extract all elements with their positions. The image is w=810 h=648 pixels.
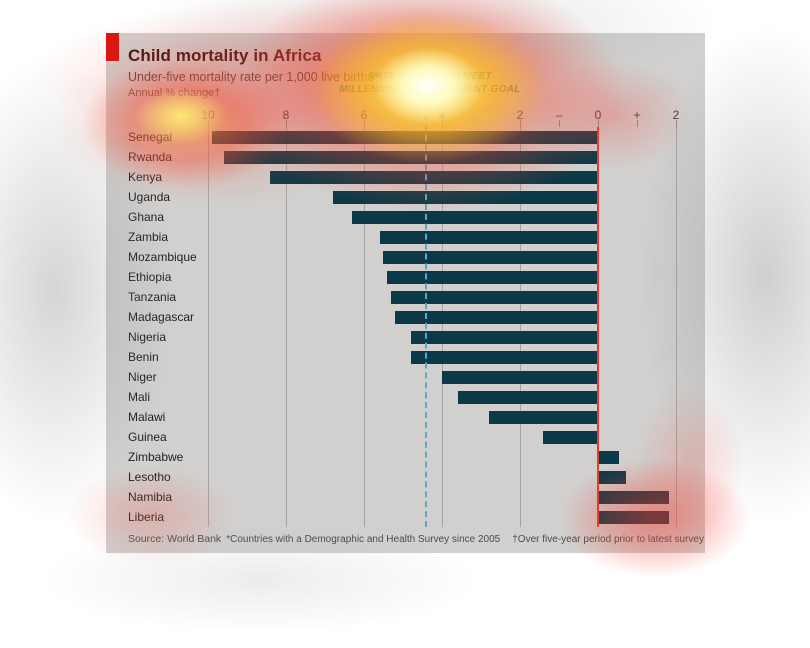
- country-label-namibia: Namibia: [128, 490, 173, 504]
- bar-niger: [442, 371, 598, 384]
- country-label-tanzania: Tanzania: [128, 290, 177, 304]
- bar-tanzania: [391, 291, 598, 304]
- bar-mozambique: [383, 251, 598, 264]
- source-note: Source: World Bank: [128, 533, 222, 545]
- gridline-6: [364, 127, 365, 527]
- plot-area: Senegal Rwanda Kenya Uganda Ghana Zambia Mozam…: [106, 33, 705, 553]
- gridline-2: [520, 127, 521, 527]
- country-label-ghana: Ghana: [128, 210, 165, 224]
- country-label-mali: Mali: [128, 390, 151, 404]
- footnote-period: †Over five-year period prior to latest s…: [512, 534, 704, 545]
- axis-tick-mark-2: [676, 120, 677, 127]
- bar-liberia: [599, 511, 669, 524]
- country-label-ethiopia: Ethiopia: [128, 270, 172, 284]
- gridline-10: [208, 127, 209, 527]
- axis-tick-mark-10: [208, 120, 209, 127]
- bar-zimbabwe: [599, 451, 619, 464]
- bar-rwanda: [224, 151, 598, 164]
- bar-mali: [458, 391, 598, 404]
- country-label-mozambique: Mozambique: [128, 250, 197, 264]
- axis-tick-mark-2: [520, 120, 521, 127]
- chart-card: Child mortality in Africa Under-five mor…: [106, 33, 705, 553]
- zero-axis-line: [597, 127, 599, 527]
- bar-nigeria: [411, 331, 598, 344]
- country-label-malawi: Malawi: [128, 410, 166, 424]
- bar-benin: [411, 351, 598, 364]
- country-label-senegal: Senegal: [128, 130, 173, 144]
- country-label-kenya: Kenya: [128, 170, 163, 184]
- bar-malawi: [489, 411, 598, 424]
- bar-uganda: [333, 191, 598, 204]
- country-label-benin: Benin: [128, 350, 159, 364]
- bar-kenya: [270, 171, 598, 184]
- country-label-nigeria: Nigeria: [128, 330, 167, 344]
- axis-tick-mark-4: [442, 120, 443, 127]
- gridline-4: [442, 127, 443, 527]
- bar-ghana: [352, 211, 598, 224]
- country-label-niger: Niger: [128, 370, 157, 384]
- country-label-guinea: Guinea: [128, 430, 167, 444]
- bar-guinea: [543, 431, 598, 444]
- axis-tick-mark-6: [364, 120, 365, 127]
- axis-tick-mark-–: [559, 120, 560, 127]
- country-label-rwanda: Rwanda: [128, 150, 173, 164]
- mdg-reference-line: [425, 95, 427, 527]
- country-label-uganda: Uganda: [128, 190, 171, 204]
- bar-namibia: [599, 491, 669, 504]
- axis-tick-mark-8: [286, 120, 287, 127]
- axis-tick-mark-+: [637, 120, 638, 127]
- bar-ethiopia: [387, 271, 598, 284]
- country-label-lesotho: Lesotho: [128, 470, 171, 484]
- gridline-2: [676, 127, 677, 527]
- footnote-dhs: *Countries with a Demographic and Health…: [226, 534, 501, 545]
- country-label-madagascar: Madagascar: [128, 310, 195, 324]
- axis-tick-mark-0: [598, 120, 599, 127]
- gridline-8: [286, 127, 287, 527]
- bar-zambia: [380, 231, 598, 244]
- country-label-zimbabwe: Zimbabwe: [128, 450, 184, 464]
- country-label-zambia: Zambia: [128, 230, 169, 244]
- country-label-liberia: Liberia: [128, 510, 165, 524]
- footnotes: *Countries with a Demographic and Health…: [226, 534, 704, 545]
- bar-senegal: [212, 131, 598, 144]
- bar-lesotho: [599, 471, 626, 484]
